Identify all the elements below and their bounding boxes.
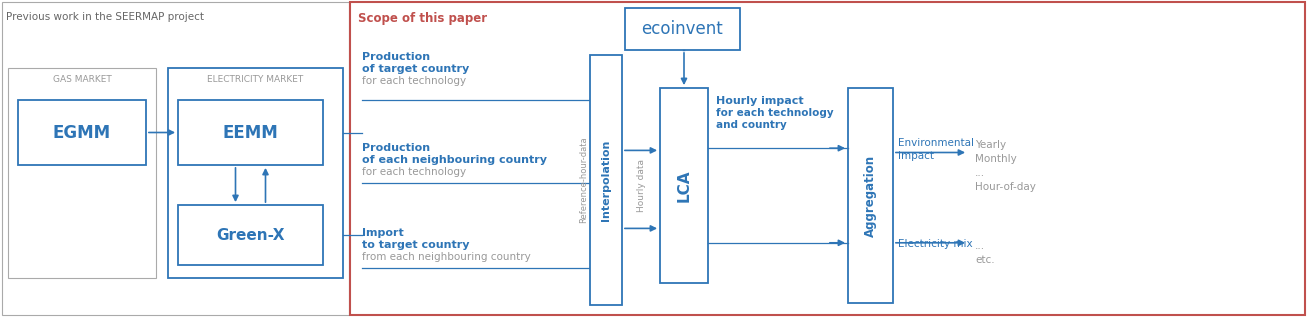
- Bar: [178, 205, 323, 265]
- Text: LCA: LCA: [676, 169, 692, 202]
- Text: ...
etc.: ... etc.: [974, 241, 994, 265]
- Text: EEMM: EEMM: [222, 124, 279, 141]
- Text: GAS MARKET: GAS MARKET: [52, 75, 111, 84]
- Text: Environmental
impact: Environmental impact: [899, 139, 974, 161]
- Text: Electricity mix: Electricity mix: [899, 239, 973, 249]
- Text: Hourly data: Hourly data: [637, 159, 646, 212]
- Text: Reference-hour-data: Reference-hour-data: [579, 137, 589, 223]
- Bar: [351, 2, 1305, 315]
- Text: Aggregation: Aggregation: [865, 154, 876, 236]
- Bar: [625, 8, 740, 50]
- Text: and country: and country: [715, 120, 786, 130]
- Text: Interpolation: Interpolation: [600, 139, 611, 221]
- Bar: [18, 100, 146, 165]
- Text: Yearly
Monthly
...
Hour-of-day: Yearly Monthly ... Hour-of-day: [974, 140, 1036, 192]
- Text: Hourly impact: Hourly impact: [715, 96, 803, 106]
- Text: for each technology: for each technology: [715, 108, 833, 118]
- Text: Green-X: Green-X: [216, 228, 285, 243]
- Text: EGMM: EGMM: [52, 124, 111, 141]
- Text: Production: Production: [362, 52, 430, 62]
- Text: of each neighbouring country: of each neighbouring country: [362, 155, 547, 165]
- Bar: [3, 2, 349, 315]
- Text: to target country: to target country: [362, 240, 470, 250]
- Text: for each technology: for each technology: [362, 76, 466, 86]
- Text: ELECTRICITY MARKET: ELECTRICITY MARKET: [208, 75, 303, 84]
- Text: Scope of this paper: Scope of this paper: [358, 12, 487, 25]
- Text: for each technology: for each technology: [362, 167, 466, 177]
- Bar: [661, 88, 708, 283]
- Bar: [167, 68, 343, 278]
- Text: Import: Import: [362, 228, 404, 238]
- Bar: [590, 55, 623, 305]
- Bar: [8, 68, 156, 278]
- Bar: [848, 88, 893, 303]
- Bar: [178, 100, 323, 165]
- Text: ecoinvent: ecoinvent: [642, 20, 723, 38]
- Text: from each neighbouring country: from each neighbouring country: [362, 252, 531, 262]
- Text: Previous work in the SEERMAP project: Previous work in the SEERMAP project: [7, 12, 204, 22]
- Text: of target country: of target country: [362, 64, 470, 74]
- Text: Production: Production: [362, 143, 430, 153]
